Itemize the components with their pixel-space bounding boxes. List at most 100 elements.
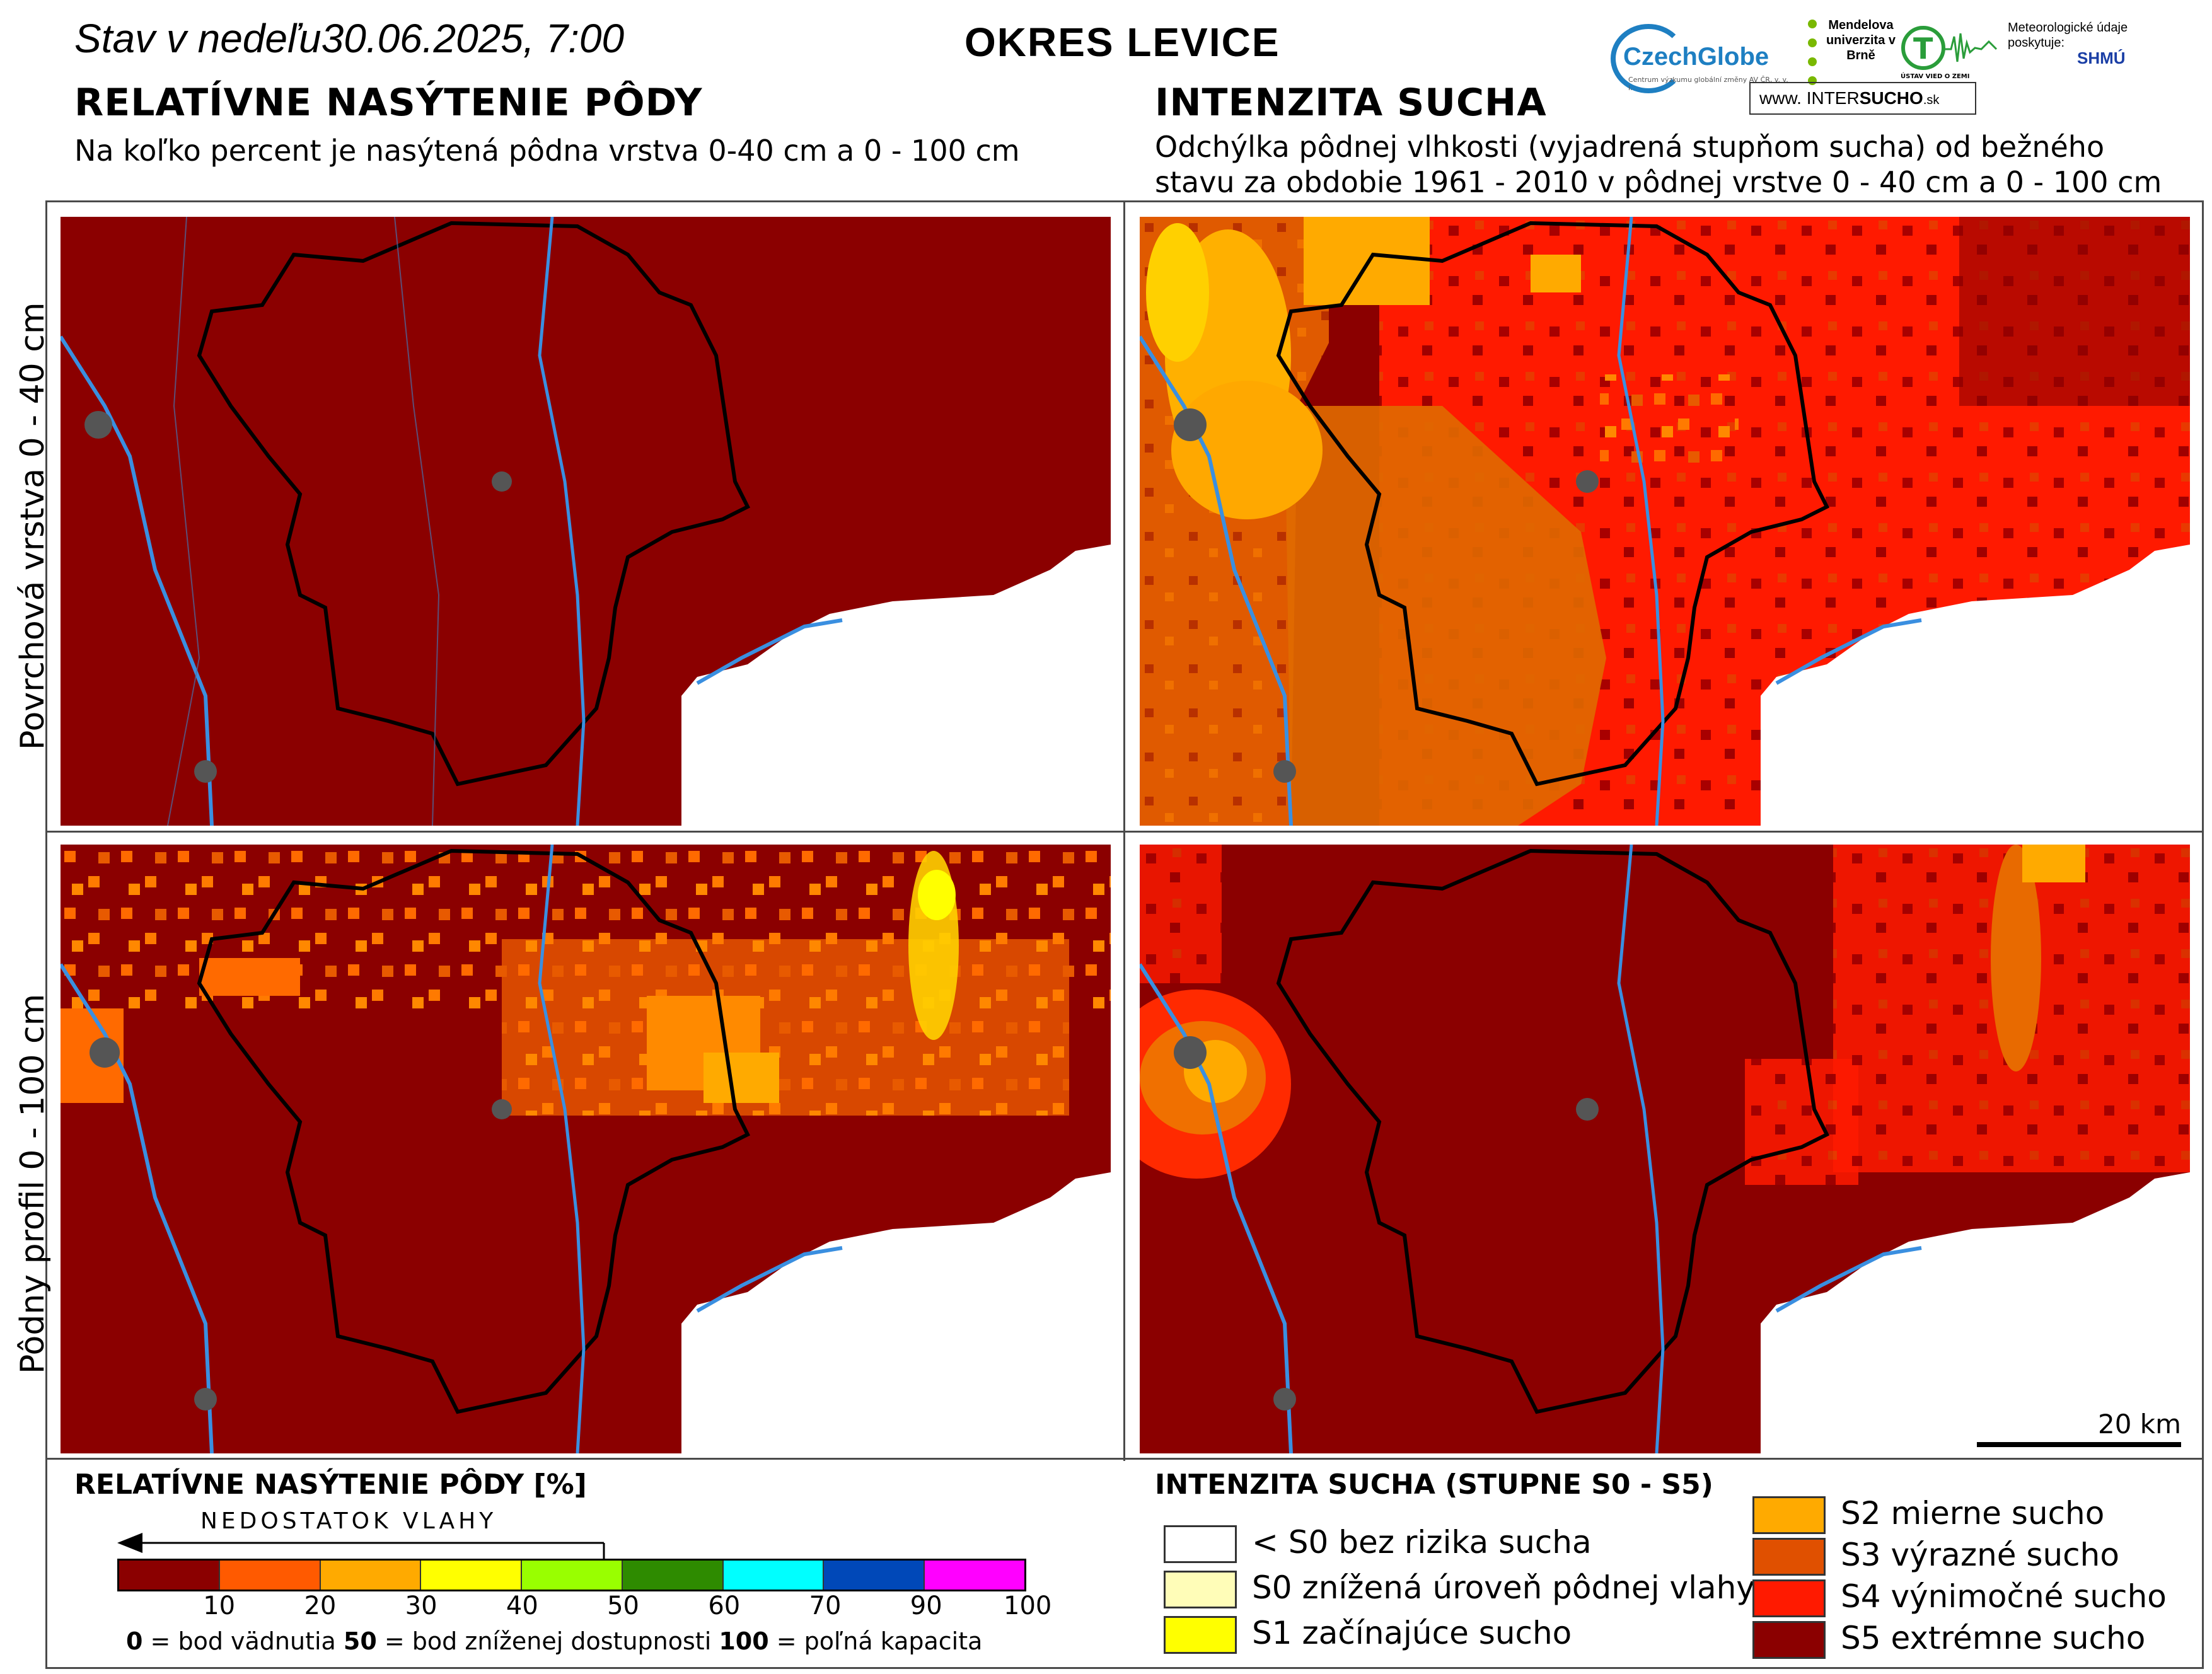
drought-swatch <box>1752 1496 1826 1534</box>
town-marker <box>492 471 512 492</box>
town-marker <box>1273 1388 1296 1411</box>
note-b-num: 50 <box>343 1627 377 1655</box>
mendelu-text: Mendelova univerzita v Brně <box>1826 18 1896 62</box>
intersucho-logo: www. INTERSUCHO.sk <box>1749 82 1976 115</box>
map-saturation-0-100[interactable] <box>61 845 1111 1453</box>
drought-label: S0 znížená úroveň pôdnej vlahy <box>1252 1569 1755 1606</box>
saturation-tick-label: 100 <box>1004 1591 1052 1620</box>
saturation-color-segment <box>119 1561 220 1590</box>
ustav-logo: T ÚSTAV VIED O ZEMI <box>1901 24 2001 93</box>
map-drought-0-40[interactable] <box>1140 217 2190 826</box>
saturation-color-segment <box>723 1561 825 1590</box>
drought-title: INTENZITA SUCHA <box>1155 81 1547 125</box>
map-saturation-0-40[interactable] <box>61 217 1111 826</box>
drought-label: S3 výrazné sucho <box>1841 1537 2119 1573</box>
drought-label: S4 výnimočné sucho <box>1841 1578 2167 1615</box>
town-marker <box>1576 1098 1599 1121</box>
saturation-tick-label: 30 <box>405 1591 437 1620</box>
drought-swatch <box>1164 1571 1237 1608</box>
meteo-text: Meteorologické údaje poskytuje: <box>2008 21 2128 50</box>
drought-subtitle: Odchýlka pôdnej vlhkosti (vyjadrená stup… <box>1155 130 2162 199</box>
town-marker <box>90 1037 120 1068</box>
saturation-color-bar <box>117 1559 1026 1591</box>
czechglobe-text: CzechGlobe <box>1623 43 1769 71</box>
district-title: OKRES LEVICE <box>964 20 1280 65</box>
ustav-text: ÚSTAV VIED O ZEMI <box>1901 73 1970 80</box>
drought-label: S5 extrémne sucho <box>1841 1620 2146 1656</box>
river-danube <box>1775 618 1922 685</box>
saturation-color-segment <box>824 1561 925 1590</box>
intersucho-c: .sk <box>1923 93 1940 107</box>
drought-label: S1 začínajúce sucho <box>1252 1615 1572 1651</box>
river-hron <box>61 335 214 826</box>
town-marker <box>1273 760 1296 783</box>
district-boundary <box>1276 848 1830 1414</box>
date-value: 30.06.2025, 7:00 <box>321 16 625 61</box>
svg-text:T: T <box>1913 32 1933 66</box>
saturation-tick-label: 70 <box>809 1591 842 1620</box>
district-boundary <box>1276 221 1830 787</box>
intersucho-www: www. <box>1759 88 1802 108</box>
drought-legend-title: INTENZITA SUCHA (STUPNE S0 - S5) <box>1155 1469 1713 1501</box>
date-prefix: Stav v nedeľu <box>74 16 321 61</box>
shmu-text: SHMÚ <box>2077 49 2126 67</box>
river-danube <box>1775 1246 1922 1313</box>
river-hron <box>1140 335 1293 826</box>
river-ipel <box>538 845 586 1453</box>
hungary-area <box>1761 1172 2190 1453</box>
river-ipel <box>538 217 586 826</box>
drought-swatch <box>1752 1538 1826 1576</box>
note-a: = bod vädnutia <box>142 1627 344 1655</box>
saturation-color-segment <box>421 1561 523 1590</box>
river-ipel <box>1617 845 1665 1453</box>
deficit-arrow-icon <box>117 1533 605 1561</box>
saturation-title: RELATÍVNE NASÝTENIE PÔDY <box>74 81 703 125</box>
saturation-tick-label: 40 <box>506 1591 538 1620</box>
note-b: = bod zníženej dostupnosti <box>376 1627 719 1655</box>
scale-bar <box>1977 1442 2181 1447</box>
saturation-tick-label: 90 <box>910 1591 942 1620</box>
saturation-subtitle: Na koľko percent je nasýtená pôdna vrstv… <box>74 134 1020 168</box>
saturation-tick-label: 50 <box>607 1591 640 1620</box>
map-drought-0-100[interactable] <box>1140 845 2190 1453</box>
intersucho-a: INTER <box>1806 88 1860 108</box>
town-marker <box>84 411 112 439</box>
mendelu-logo: Mendelova univerzita v Brně <box>1806 18 1901 85</box>
drought-swatch <box>1752 1621 1826 1659</box>
river-hron <box>61 963 214 1453</box>
note-c-num: 100 <box>719 1627 769 1655</box>
hungary-area <box>1761 545 2190 826</box>
river-danube <box>696 1246 843 1313</box>
town-marker <box>492 1099 512 1119</box>
saturation-color-segment <box>925 1561 1025 1590</box>
district-boundary <box>197 221 751 787</box>
town-marker <box>1174 408 1207 441</box>
saturation-color-segment <box>522 1561 623 1590</box>
town-marker <box>194 760 217 783</box>
saturation-tick-label: 20 <box>304 1591 337 1620</box>
shmu-logo: Meteorologické údaje poskytuje: SHMÚ <box>2008 20 2134 66</box>
drought-swatch <box>1164 1616 1237 1654</box>
river-hron <box>1140 963 1293 1453</box>
czechglobe-logo: CzechGlobe Centrum výzkumu globální změn… <box>1611 24 1793 93</box>
partner-logos: CzechGlobe Centrum výzkumu globální změn… <box>1604 11 2197 118</box>
saturation-color-segment <box>219 1561 321 1590</box>
hungary-area <box>681 1172 1111 1453</box>
hungary-area <box>681 545 1111 826</box>
deficit-arrow-label: NEDOSTATOK VLAHY <box>200 1508 497 1534</box>
row-label-bottom: Pôdny profil 0 - 100 cm <box>14 993 52 1374</box>
saturation-tick-label: 10 <box>203 1591 236 1620</box>
river-danube <box>696 618 843 685</box>
date-stamp: Stav v nedeľu30.06.2025, 7:00 <box>74 15 624 62</box>
intersucho-b: SUCHO <box>1859 88 1923 108</box>
town-marker <box>1174 1036 1207 1069</box>
district-boundary <box>197 848 751 1414</box>
czechglobe-subtext: Centrum výzkumu globální změny AV ČR, v.… <box>1628 76 1788 92</box>
saturation-legend-title: RELATÍVNE NASÝTENIE PÔDY [%] <box>74 1469 587 1501</box>
town-marker <box>194 1388 217 1411</box>
drought-label: S2 mierne sucho <box>1841 1495 2105 1532</box>
note-a-num: 0 <box>126 1627 143 1655</box>
row-label-top: Povrchová vrstva 0 - 40 cm <box>14 302 52 750</box>
town-marker <box>1576 470 1599 493</box>
note-c: = poľná kapacita <box>768 1627 983 1655</box>
